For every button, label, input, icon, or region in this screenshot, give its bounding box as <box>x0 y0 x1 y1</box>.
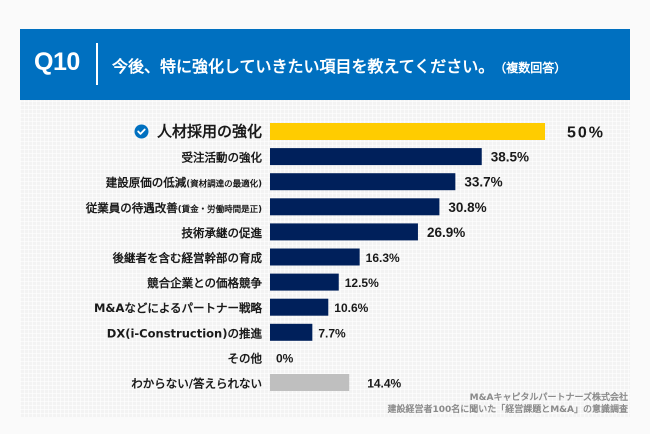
source-survey: 建設経営者100名に聞いた「経営課題とM&A」の意識調査 <box>387 405 628 415</box>
value-label: 33.7% <box>464 175 502 190</box>
bar <box>270 123 545 140</box>
check-icon <box>134 124 149 139</box>
category-label: M&Aなどによるパートナー戦略 <box>94 301 263 315</box>
value-label: 30.8% <box>448 200 486 215</box>
value-label: 38.5% <box>491 150 529 165</box>
category-label: わからない/答えられない <box>131 377 262 391</box>
bar <box>270 298 329 316</box>
value-label: 12.5% <box>345 276 379 290</box>
category-label: 従業員の待遇改善(賃金・労働時間是正) <box>85 201 262 215</box>
question-header: Q10 今後、特に強化していきたい項目を教えてください。 （複数回答） <box>20 29 630 100</box>
bar <box>270 173 456 191</box>
category-label: 受注活動の強化 <box>182 151 263 165</box>
bar <box>270 198 440 216</box>
header-divider <box>96 43 98 85</box>
category-label: 建設原価の低減(資材調達の最適化) <box>106 176 262 190</box>
bar <box>270 323 313 341</box>
question-number: Q10 <box>34 48 80 76</box>
value-label: 14.4% <box>367 377 401 391</box>
question-title: 今後、特に強化していきたい項目を教えてください。 <box>112 57 495 76</box>
category-label: DX(i-Construction)の推進 <box>107 326 263 340</box>
check-mark <box>137 128 146 135</box>
value-label: 16.3% <box>366 251 400 265</box>
value-label: 50% <box>567 125 605 142</box>
question-note: （複数回答） <box>500 61 567 75</box>
source-credit: M&Aキャピタルパートナーズ株式会社 建設経営者100名に聞いた「経営課題とM&… <box>387 392 628 416</box>
category-label: 技術承継の促進 <box>182 226 263 240</box>
category-label: 競合企業との価格競争 <box>147 276 262 290</box>
bar <box>270 374 350 391</box>
bar <box>270 248 360 266</box>
bar <box>270 223 418 241</box>
bar <box>270 148 482 166</box>
value-label: 7.7% <box>318 326 346 340</box>
bar <box>270 273 339 291</box>
category-label: その他 <box>228 351 263 365</box>
category-label: 人材採用の強化 <box>157 123 262 141</box>
value-label: 10.6% <box>334 301 368 315</box>
source-company: M&Aキャピタルパートナーズ株式会社 <box>469 393 628 403</box>
value-label: 0% <box>276 351 294 365</box>
category-label: 後継者を含む経営幹部の育成 <box>113 251 263 265</box>
value-label: 26.9% <box>427 225 465 240</box>
question-text: 今後、特に強化していきたい項目を教えてください。 （複数回答） <box>112 53 566 77</box>
